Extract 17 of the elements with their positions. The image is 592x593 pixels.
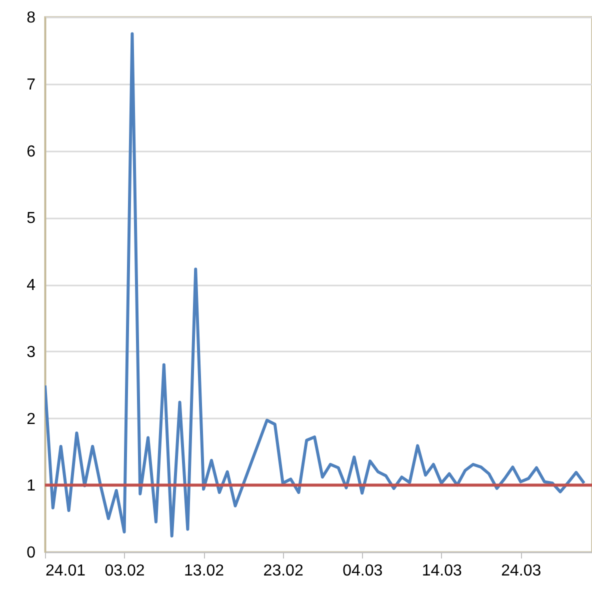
x-tick-label: 03.02	[104, 562, 145, 580]
y-tick-label: 6	[26, 143, 36, 160]
y-tick-label: 4	[26, 277, 36, 294]
x-tick-label: 04.03	[342, 562, 383, 580]
y-tick-label: 7	[26, 76, 36, 94]
x-tick-label: 14.03	[422, 562, 462, 580]
x-tick-label: 24.03	[501, 562, 542, 580]
y-tick-label: 1	[26, 478, 36, 495]
x-tick-label: 13.02	[184, 562, 224, 580]
y-tick-label: 8	[26, 10, 36, 26]
x-tick-label: 24.01	[46, 562, 86, 580]
y-tick-label: 3	[26, 344, 36, 361]
y-tick-label: 0	[26, 544, 36, 562]
x-tick-label: 23.02	[263, 562, 304, 580]
y-tick-label: 5	[26, 210, 36, 228]
line-series	[45, 32, 586, 538]
y-tick-label: 2	[26, 410, 36, 428]
